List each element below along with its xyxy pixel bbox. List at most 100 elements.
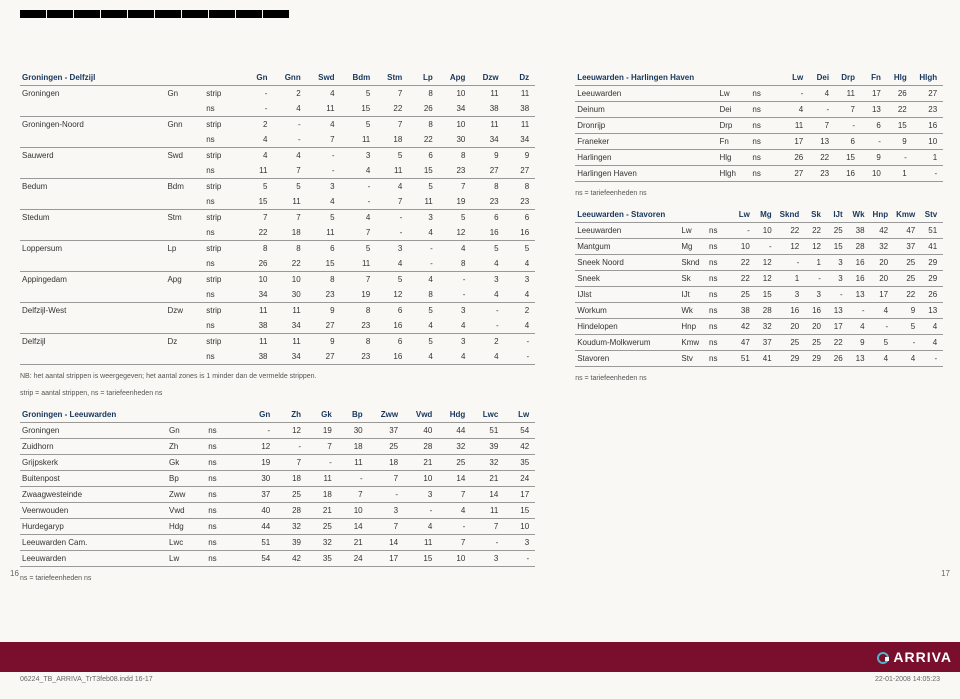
cell: - [827, 287, 849, 303]
cell: 21 [338, 535, 369, 551]
cell: 10 [734, 239, 756, 255]
cell: 7 [276, 455, 307, 471]
cell: - [778, 255, 806, 271]
cell: 15 [835, 150, 861, 166]
station-abbr: Gnn [165, 117, 204, 133]
cell: 22 [894, 287, 921, 303]
cell: 14 [471, 487, 504, 503]
cell: 4 [341, 210, 377, 226]
col-header: Sk [805, 207, 827, 223]
cell: 26 [921, 287, 943, 303]
cell: 23 [341, 349, 377, 365]
cell: - [887, 150, 913, 166]
cell: 13 [849, 287, 871, 303]
cell: - [341, 194, 377, 210]
cell: - [505, 349, 536, 365]
cell: 4 [243, 148, 273, 164]
station-abbr: Gn [167, 423, 206, 439]
cell: - [408, 256, 438, 272]
cell: 22 [805, 223, 827, 239]
cell: 15 [827, 239, 849, 255]
cell: - [471, 303, 504, 319]
table-title: Leeuwarden - Stavoren [575, 207, 679, 223]
cell: 4 [439, 318, 472, 334]
cell: 17 [871, 287, 895, 303]
cell: - [471, 318, 504, 334]
cell: 4 [894, 351, 921, 367]
cell: 7 [376, 194, 408, 210]
cell: 32 [276, 519, 307, 535]
cell: 38 [243, 349, 273, 365]
row-type: ns [204, 132, 243, 148]
cell: 4 [439, 349, 472, 365]
footer-stamp: 22-01-2008 14:05:23 [875, 676, 940, 683]
left-column: Groningen - DelfzijlGnGnnSwdBdmStmLpApgD… [20, 70, 535, 592]
cell: 37 [369, 423, 404, 439]
cell: 4 [809, 86, 835, 102]
cell: 32 [756, 319, 778, 335]
cell: 22 [243, 225, 273, 241]
cell: 34 [505, 132, 536, 148]
cell: 23 [341, 318, 377, 334]
cell: 4 [307, 117, 341, 133]
cell: 3 [827, 255, 849, 271]
cell: 20 [778, 319, 806, 335]
station-abbr: Stm [165, 210, 204, 226]
col-header: Wk [849, 207, 871, 223]
cell: 25 [734, 287, 756, 303]
station-abbr: Swd [165, 148, 204, 164]
cell: 22 [887, 102, 913, 118]
cell: 4 [408, 349, 438, 365]
cell: 11 [835, 86, 861, 102]
station-name: Franeker [575, 134, 717, 150]
cell: 2 [273, 86, 306, 102]
cell: 29 [805, 351, 827, 367]
cell: 25 [805, 335, 827, 351]
cell: - [861, 134, 887, 150]
station-name: Groningen [20, 86, 165, 102]
station-abbr: Bdm [165, 179, 204, 195]
station-name: Leeuwarden [575, 223, 679, 239]
cell: 12 [805, 239, 827, 255]
cell: 35 [504, 455, 535, 471]
cell: 13 [809, 134, 835, 150]
station-abbr: Apg [165, 272, 204, 288]
row-type: ns [750, 150, 783, 166]
table-title: Groningen - Delfzijl [20, 70, 165, 86]
cell: 7 [243, 210, 273, 226]
cell: 22 [273, 256, 306, 272]
cell: 5 [376, 272, 408, 288]
cell: 4 [273, 148, 306, 164]
station-name: Groningen-Noord [20, 117, 165, 133]
cell: - [471, 535, 504, 551]
cell: 6 [408, 148, 438, 164]
page-number-left: 16 [10, 569, 19, 578]
cell: 7 [273, 210, 306, 226]
cell: 23 [809, 166, 835, 182]
cell: 4 [471, 256, 504, 272]
row-type: ns [206, 503, 245, 519]
cell: 6 [505, 210, 536, 226]
row-type: ns [204, 194, 243, 210]
station-name: Hindelopen [575, 319, 679, 335]
cell: 11 [338, 455, 369, 471]
cell: 5 [341, 117, 377, 133]
cell: - [835, 118, 861, 134]
col-header: Gk [307, 407, 338, 423]
cell: 15 [404, 551, 438, 567]
row-type: ns [707, 319, 734, 335]
cell: 4 [438, 503, 471, 519]
col-header: Bdm [341, 70, 377, 86]
cell: 7 [338, 487, 369, 503]
cell: 16 [376, 349, 408, 365]
cell: 10 [243, 272, 273, 288]
cell: 4 [341, 163, 377, 179]
cell: 1 [913, 150, 943, 166]
cell: 4 [307, 194, 341, 210]
cell: 22 [734, 255, 756, 271]
station-name: Sauwerd [20, 148, 165, 164]
table-leeuwarden-harlingen: Leeuwarden - Harlingen HavenLwDeiDrpFnHl… [575, 70, 943, 182]
cell: 20 [805, 319, 827, 335]
cell: - [369, 487, 404, 503]
station-abbr: Dei [717, 102, 750, 118]
